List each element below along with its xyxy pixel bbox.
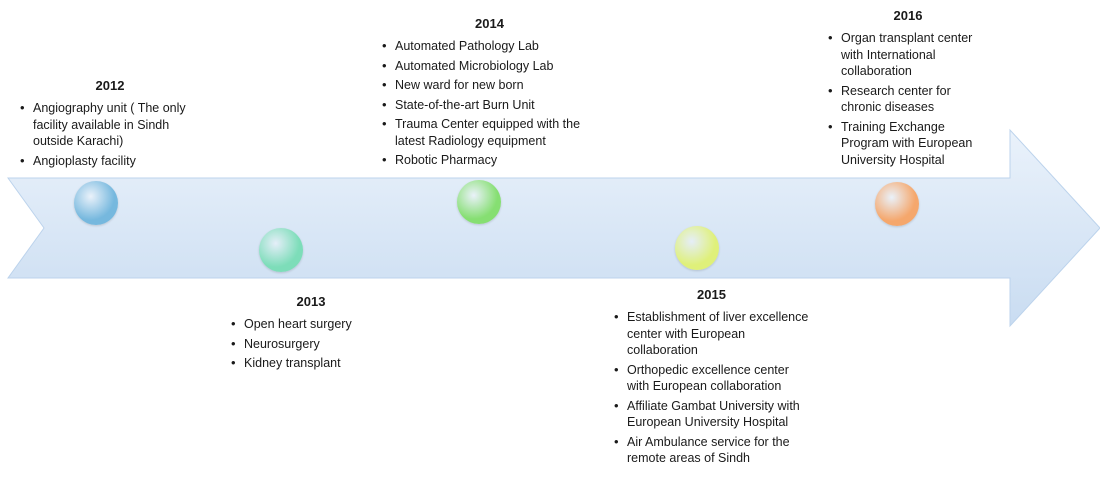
milestone-item: Air Ambulance service for the remote are… — [614, 434, 809, 467]
milestone-item: Orthopedic excellence center with Europe… — [614, 362, 809, 395]
milestone-year: 2014 — [475, 16, 504, 31]
milestone-item: Organ transplant center with Internation… — [828, 30, 988, 80]
milestone-items: Angiography unit ( The only facility ava… — [20, 100, 200, 169]
milestone-node-2015 — [675, 226, 719, 270]
milestone-2015: 2015 Establishment of liver excellence c… — [614, 287, 809, 470]
milestone-2013: 2013 Open heart surgery Neurosurgery Kid… — [231, 294, 391, 375]
milestone-item: State-of-the-art Burn Unit — [382, 97, 597, 114]
milestone-year: 2013 — [296, 294, 326, 309]
milestone-2012: 2012 Angiography unit ( The only facilit… — [20, 78, 200, 172]
milestone-item: Trauma Center equipped with the latest R… — [382, 116, 597, 149]
milestone-item: New ward for new born — [382, 77, 597, 94]
milestone-node-2013 — [259, 228, 303, 272]
milestone-year: 2016 — [893, 8, 923, 23]
milestone-item: Affiliate Gambat University with Europea… — [614, 398, 809, 431]
milestone-node-2012 — [74, 181, 118, 225]
milestone-item: Neurosurgery — [231, 336, 391, 353]
milestone-item: Angioplasty facility — [20, 153, 200, 170]
milestone-item: Automated Microbiology Lab — [382, 58, 597, 75]
milestone-item: Kidney transplant — [231, 355, 391, 372]
milestone-items: Automated Pathology Lab Automated Microb… — [382, 38, 597, 169]
timeline-arrow-body — [7, 128, 1100, 328]
milestone-item: Establishment of liver excellence center… — [614, 309, 809, 359]
milestone-year: 2012 — [95, 78, 125, 93]
milestone-year: 2015 — [697, 287, 726, 302]
milestone-node-2014 — [457, 180, 501, 224]
milestone-node-2016 — [875, 182, 919, 226]
milestone-items: Organ transplant center with Internation… — [828, 30, 988, 168]
milestone-2016: 2016 Organ transplant center with Intern… — [828, 8, 988, 171]
milestone-2014: 2014 Automated Pathology Lab Automated M… — [382, 16, 597, 172]
milestone-item: Open heart surgery — [231, 316, 391, 333]
milestone-item: Training Exchange Program with European … — [828, 119, 988, 169]
milestone-items: Establishment of liver excellence center… — [614, 309, 809, 467]
milestone-item: Research center for chronic diseases — [828, 83, 988, 116]
milestone-item: Automated Pathology Lab — [382, 38, 597, 55]
milestone-items: Open heart surgery Neurosurgery Kidney t… — [231, 316, 391, 372]
milestone-item: Angiography unit ( The only facility ava… — [20, 100, 200, 150]
milestone-item: Robotic Pharmacy — [382, 152, 597, 169]
